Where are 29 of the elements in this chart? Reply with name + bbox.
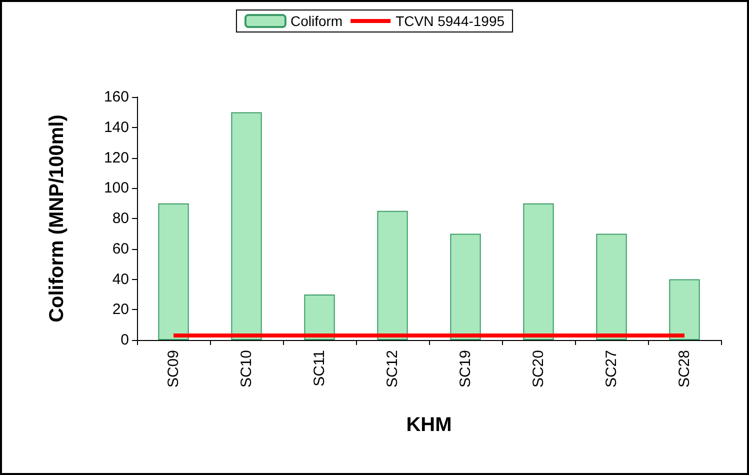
y-tick-label: 80 xyxy=(112,210,129,227)
x-tick-label: SC28 xyxy=(676,350,693,388)
x-tick-label: SC11 xyxy=(311,350,328,386)
y-tick-label: 60 xyxy=(112,240,129,258)
bar xyxy=(231,112,262,340)
bar xyxy=(158,203,189,340)
y-axis-title: Coliform (MNP/100ml) xyxy=(46,114,68,322)
legend-label: TCVN 5944-1995 xyxy=(396,13,505,29)
bar xyxy=(669,279,700,340)
y-tick-label: 120 xyxy=(104,149,129,166)
y-tick-label: 160 xyxy=(104,88,129,106)
x-tick-label: SC10 xyxy=(238,350,255,388)
legend-label: Coliform xyxy=(290,13,343,29)
bar xyxy=(523,203,554,340)
bar xyxy=(450,234,481,340)
x-tick-label: SC12 xyxy=(384,350,401,388)
y-tick-label: 100 xyxy=(104,180,129,197)
x-tick-label: SC27 xyxy=(603,350,620,388)
bar xyxy=(377,210,408,340)
x-tick-label: SC09 xyxy=(165,350,182,388)
y-tick-label: 140 xyxy=(104,118,129,136)
x-axis-title: KHM xyxy=(406,414,452,436)
bar xyxy=(596,234,627,340)
y-tick-label: 40 xyxy=(112,270,129,288)
x-tick-label: SC19 xyxy=(457,350,474,388)
y-tick-label: 0 xyxy=(120,332,129,348)
y-tick-label: 20 xyxy=(112,301,129,318)
bar xyxy=(304,294,335,340)
x-tick-label: SC20 xyxy=(530,350,547,388)
